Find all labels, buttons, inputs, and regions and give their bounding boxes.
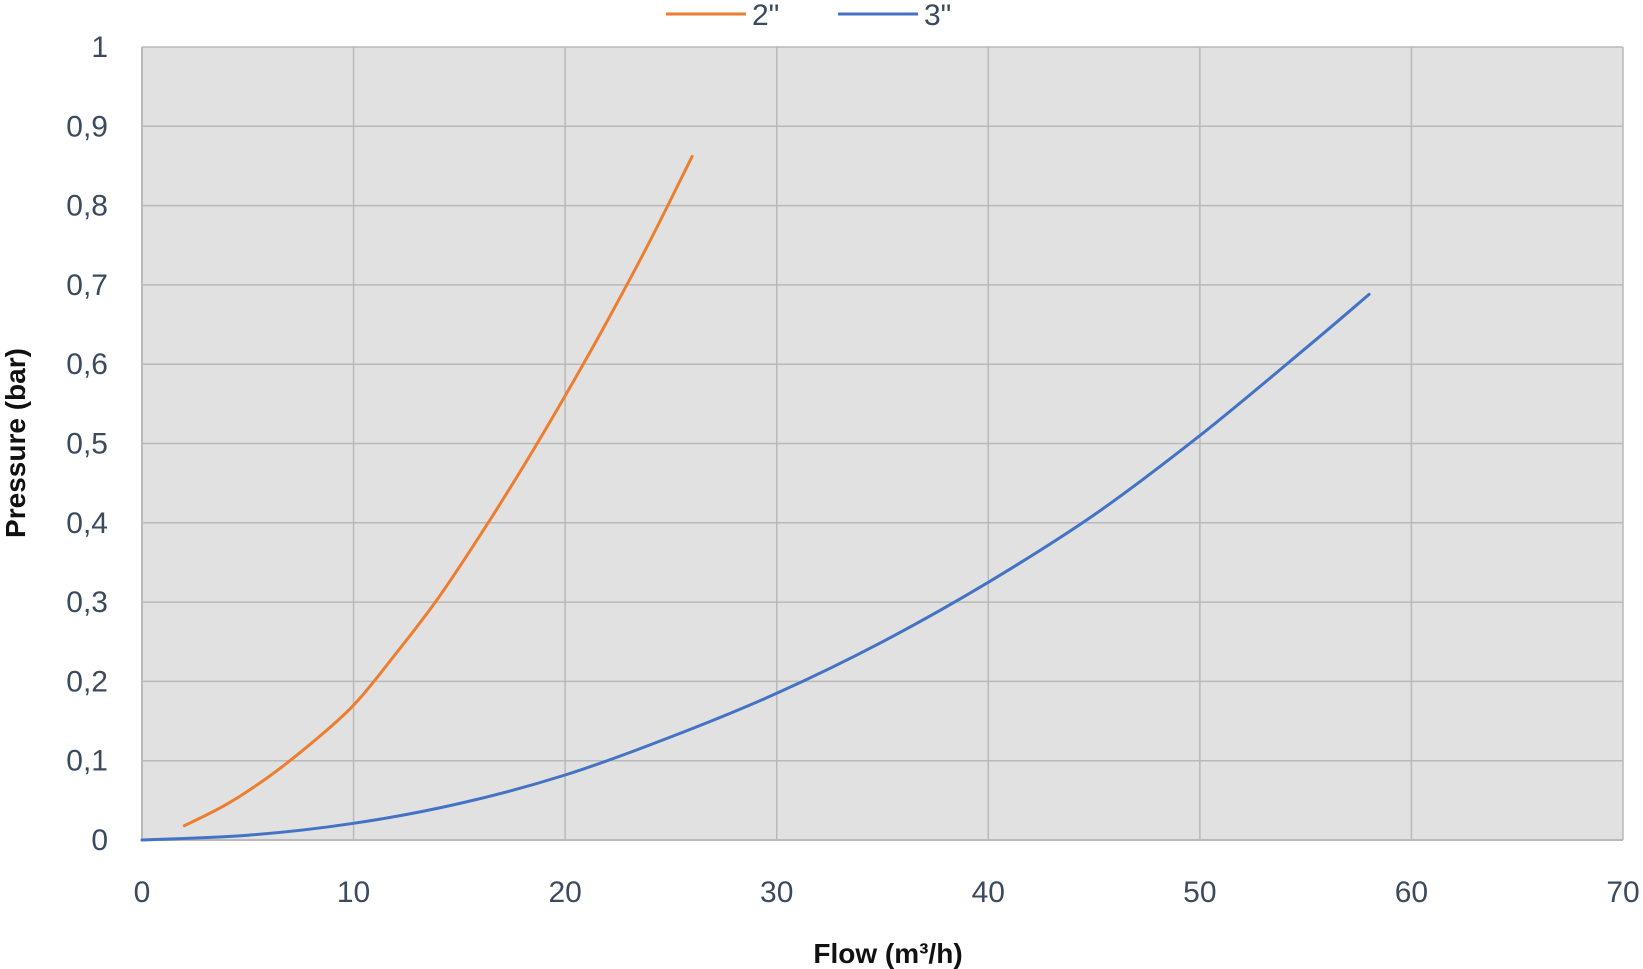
- x-tick-label: 40: [972, 876, 1005, 909]
- series-line-1: [182, 154, 694, 828]
- y-tick-label: 0: [91, 824, 108, 857]
- legend-label: 2": [752, 0, 779, 32]
- y-tick-labels: 0 0,1 0,2 0,3 0,4 0,5 0,6 0,7 0,8 0,9 1: [66, 31, 108, 857]
- grid-lines: [141, 46, 1624, 841]
- x-tick-label: 30: [760, 876, 793, 909]
- y-tick-label: 0,3: [66, 586, 108, 619]
- series-line-2: [140, 292, 1371, 842]
- series-lines: [140, 154, 1371, 842]
- y-axis-title: Pressure (bar): [0, 348, 31, 538]
- x-tick-label: 10: [337, 876, 370, 909]
- x-tick-label: 50: [1183, 876, 1216, 909]
- y-tick-label: 0,4: [66, 507, 108, 540]
- x-tick-label: 70: [1606, 876, 1639, 909]
- y-tick-label: 0,7: [66, 269, 108, 302]
- y-tick-label: 0,9: [66, 110, 108, 143]
- x-tick-labels: 0 10 20 30 40 50 60 70: [134, 876, 1640, 909]
- y-tick-label: 0,8: [66, 190, 108, 223]
- legend: 2" 3": [666, 0, 951, 32]
- y-tick-label: 0,5: [66, 428, 108, 461]
- y-tick-label: 0,2: [66, 665, 108, 698]
- x-axis-title: Flow (m³/h): [813, 938, 962, 969]
- y-tick-label: 1: [91, 31, 108, 64]
- y-tick-label: 0,1: [66, 745, 108, 778]
- x-tick-label: 60: [1395, 876, 1428, 909]
- legend-label: 3": [924, 0, 951, 32]
- y-tick-label: 0,6: [66, 348, 108, 381]
- x-tick-label: 0: [134, 876, 151, 909]
- x-tick-label: 20: [548, 876, 581, 909]
